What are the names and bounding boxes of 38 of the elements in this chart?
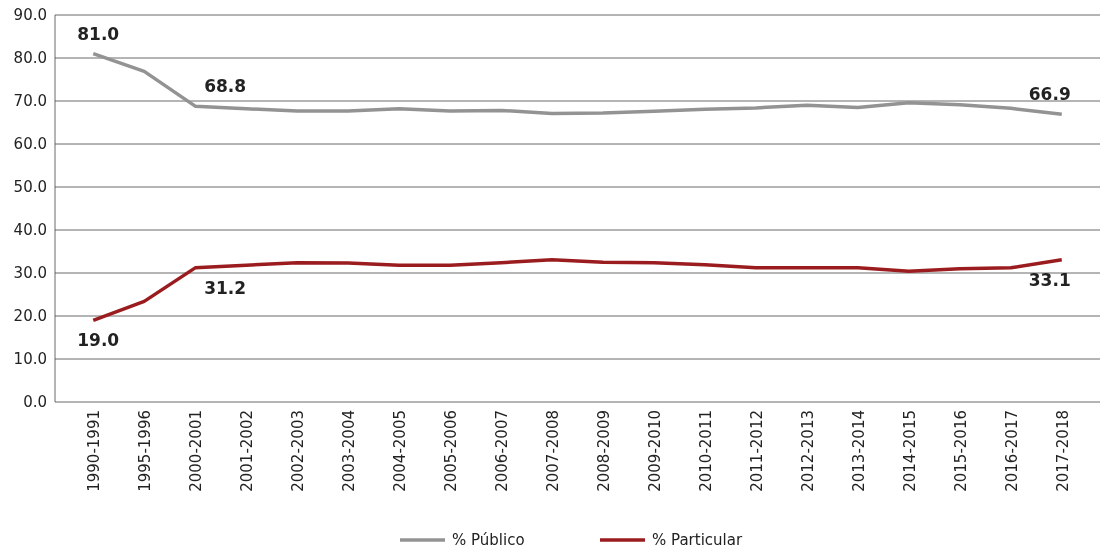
legend-label: % Público: [452, 531, 525, 550]
y-tick-label: 20.0: [13, 307, 47, 326]
x-tick-label: 1995-1996: [136, 410, 155, 492]
x-tick-label: 2007-2008: [544, 410, 563, 492]
data-label: 33.1: [1028, 269, 1071, 290]
y-tick-label: 70.0: [13, 92, 47, 111]
y-tick-label: 50.0: [13, 178, 47, 197]
x-tick-label: 2015-2016: [952, 410, 971, 492]
data-label: 66.9: [1028, 84, 1071, 105]
x-tick-label: 2009-2010: [646, 410, 665, 492]
legend-label: % Particular: [652, 531, 743, 550]
y-tick-label: 10.0: [13, 350, 47, 369]
x-tick-label: 2006-2007: [493, 410, 512, 492]
x-tick-label: 2010-2011: [697, 410, 716, 492]
data-label: 68.8: [204, 76, 247, 97]
x-tick-label: 2011-2012: [748, 410, 767, 492]
y-tick-label: 40.0: [13, 221, 47, 240]
data-label: 19.0: [77, 330, 120, 351]
data-label: 31.2: [204, 277, 247, 298]
y-tick-label: 30.0: [13, 264, 47, 283]
x-tick-label: 2012-2013: [799, 410, 818, 492]
y-tick-label: 60.0: [13, 135, 47, 154]
x-tick-label: 2017-2018: [1054, 410, 1073, 492]
y-tick-label: 90.0: [13, 6, 47, 25]
x-tick-label: 2002-2003: [289, 410, 308, 492]
x-tick-label: 2003-2004: [340, 410, 359, 492]
x-tick-label: 2004-2005: [391, 410, 410, 492]
x-tick-label: 2008-2009: [595, 410, 614, 492]
data-label: 81.0: [77, 23, 120, 44]
x-tick-label: 2016-2017: [1003, 410, 1022, 492]
x-tick-label: 2014-2015: [901, 410, 920, 492]
y-tick-label: 0.0: [23, 393, 47, 412]
x-tick-label: 2005-2006: [442, 410, 461, 492]
x-tick-label: 2001-2002: [238, 410, 257, 492]
y-tick-label: 80.0: [13, 49, 47, 68]
x-tick-label: 1990-1991: [85, 410, 104, 492]
x-tick-label: 2013-2014: [850, 410, 869, 492]
x-tick-label: 2000-2001: [187, 410, 206, 492]
